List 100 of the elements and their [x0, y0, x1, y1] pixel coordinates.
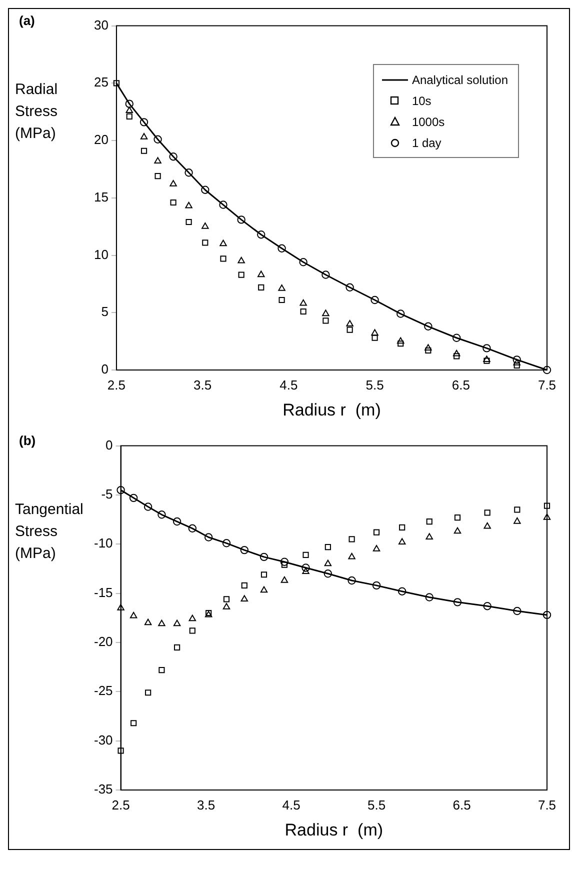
point [220, 256, 226, 262]
point [482, 344, 491, 352]
point [300, 299, 307, 306]
point [125, 100, 134, 108]
point [257, 230, 266, 239]
point [260, 552, 268, 562]
point [424, 344, 432, 350]
point [512, 356, 521, 364]
point [140, 148, 148, 154]
x-tick-label: 6.5 [452, 377, 470, 392]
point [483, 602, 492, 610]
x-tick-label: 3.5 [196, 797, 216, 812]
point [302, 564, 310, 572]
point [453, 598, 462, 606]
x-tick-label: 6.5 [452, 797, 471, 812]
y-tick-label: -15 [94, 584, 113, 600]
point [425, 347, 432, 354]
point [346, 320, 354, 326]
legend-label: 1 day [412, 136, 442, 150]
x-tick-label: 4.5 [280, 377, 298, 392]
y-tick-label: -30 [94, 732, 113, 748]
x-axis-title: Radius r (m) [282, 400, 381, 420]
point [346, 283, 354, 292]
y-tick-label: 10 [94, 246, 108, 262]
x-tick-label: 2.5 [107, 377, 126, 392]
point [158, 666, 165, 674]
point [240, 595, 248, 602]
point [543, 513, 551, 520]
point [173, 620, 181, 626]
y-tick-label: -35 [94, 782, 113, 797]
point [398, 587, 406, 596]
point [129, 494, 138, 502]
point [484, 522, 491, 529]
y-tick-label: 30 [94, 17, 108, 32]
y-tick-label: 20 [94, 132, 108, 148]
x-tick-label: 3.5 [194, 377, 212, 392]
point [170, 180, 177, 186]
point [186, 218, 192, 226]
point [260, 572, 268, 578]
point [117, 604, 124, 610]
point [154, 157, 162, 164]
x-tick-label: 2.5 [112, 797, 130, 812]
point [397, 337, 404, 344]
point [324, 544, 331, 550]
point [373, 529, 380, 536]
point [372, 581, 381, 590]
point [126, 106, 133, 114]
y-tick-label: 0 [101, 362, 108, 377]
point [398, 538, 406, 544]
point [222, 539, 231, 548]
point [280, 576, 288, 583]
point [144, 618, 152, 626]
point [302, 568, 310, 574]
point [484, 510, 490, 516]
point [426, 518, 432, 525]
point [454, 353, 460, 360]
point [372, 334, 378, 341]
point [240, 546, 248, 554]
point [426, 533, 433, 540]
point [219, 200, 228, 209]
point [454, 527, 462, 534]
point [154, 135, 162, 144]
point [172, 517, 182, 526]
point [513, 359, 520, 366]
legend-label: 1000s [412, 114, 445, 128]
point [513, 606, 522, 616]
point [280, 558, 289, 566]
point [145, 690, 152, 696]
point [322, 310, 330, 316]
point [324, 570, 332, 578]
point [348, 552, 356, 560]
chart-title: (b) [19, 433, 36, 448]
point [454, 514, 461, 521]
point [258, 270, 265, 278]
y-tick-label: -25 [94, 683, 113, 698]
point [281, 562, 288, 568]
point [542, 366, 552, 374]
point [300, 308, 306, 315]
point [278, 244, 286, 252]
y-tick-label: -5 [101, 486, 113, 502]
point [299, 258, 308, 266]
point [202, 240, 208, 246]
point [322, 318, 329, 324]
point [324, 560, 332, 566]
point [348, 536, 355, 542]
point [514, 517, 521, 524]
y-tick-label: 0 [106, 437, 113, 452]
point [140, 118, 148, 126]
point [372, 544, 380, 552]
point [113, 80, 120, 86]
legend-label: 10s [412, 94, 432, 108]
point [188, 524, 196, 533]
y-tick-label: 15 [94, 189, 108, 204]
point [204, 533, 213, 542]
point [260, 586, 268, 593]
y-axis-title: Tangential Stress (MPa) [15, 500, 84, 564]
point [346, 326, 353, 333]
point [126, 113, 132, 120]
point [174, 644, 180, 650]
point [130, 612, 138, 618]
